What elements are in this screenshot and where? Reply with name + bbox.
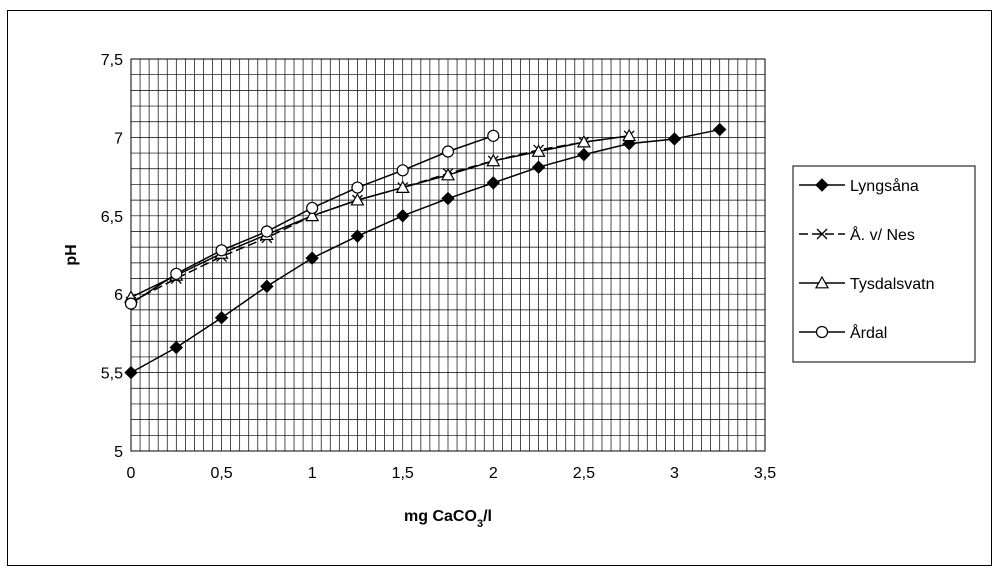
data-point xyxy=(622,128,637,142)
data-point xyxy=(441,191,455,206)
data-point xyxy=(350,192,365,206)
x-tick-label: 2,5 xyxy=(573,465,595,482)
legend-swatch-marker xyxy=(815,178,829,192)
legend-entry: Å. v/ Nes xyxy=(799,225,915,244)
data-point xyxy=(260,279,274,294)
x-tick-label: 3 xyxy=(670,465,679,482)
data-point xyxy=(124,365,138,380)
legend-entry: Tysdalsvatn xyxy=(799,275,934,293)
x-tick-label: 1,5 xyxy=(392,465,414,482)
data-point xyxy=(486,153,501,167)
series-group xyxy=(123,122,727,380)
y-tick-label: 5,5 xyxy=(101,366,123,383)
x-tick-label: 2 xyxy=(489,465,498,482)
series-line xyxy=(130,135,630,303)
x-tick-label: 3,5 xyxy=(754,465,776,482)
legend-swatch-marker xyxy=(816,228,828,240)
x-axis-title-subscript: 3 xyxy=(477,518,483,530)
data-point xyxy=(531,144,546,157)
data-point xyxy=(487,129,500,142)
ph-chart: 0 0,5 1 1,5 2 2,5 3 3,5 55,566,577,5 mg CaCO3/l… xyxy=(63,52,976,530)
data-point xyxy=(350,229,365,243)
y-tick-label: 7,5 xyxy=(101,52,123,69)
legend-label: Årdal xyxy=(850,323,887,342)
legend-entry: Årdal xyxy=(799,323,887,342)
series-line xyxy=(130,135,630,299)
data-point xyxy=(395,180,410,193)
legend-label: Lyngsåna xyxy=(850,177,919,195)
x-tick-label: 1 xyxy=(308,465,317,482)
data-point xyxy=(351,181,364,194)
x-tick-label: 0,5 xyxy=(210,465,232,482)
y-tick-label: 7 xyxy=(114,130,123,147)
data-point xyxy=(713,122,727,137)
data-point xyxy=(486,176,500,190)
data-point xyxy=(305,251,319,265)
y-tick-label: 6 xyxy=(114,287,123,304)
series-line xyxy=(130,128,720,374)
data-point xyxy=(124,297,138,310)
legend-swatch-marker xyxy=(815,325,829,339)
data-point xyxy=(169,340,183,355)
data-point xyxy=(260,225,273,238)
y-tick-label: 5 xyxy=(114,444,123,461)
gridlines xyxy=(130,58,766,452)
x-axis-title: mg CaCO3/l xyxy=(404,508,492,530)
legend-swatch-marker xyxy=(814,275,830,289)
data-point xyxy=(577,147,591,162)
series-1 xyxy=(125,130,635,308)
data-point xyxy=(215,244,228,257)
x-tick-label: 0 xyxy=(127,465,136,482)
legend-label: Tysdalsvatn xyxy=(850,276,934,293)
x-axis-title-suffix: /l xyxy=(483,508,492,525)
y-axis-title: pH xyxy=(63,244,80,265)
data-point xyxy=(396,209,410,223)
data-point xyxy=(576,134,591,148)
legend-label: Å. v/ Nes xyxy=(850,225,915,244)
x-axis-title-main: mg CaCO xyxy=(404,508,477,525)
data-point xyxy=(306,201,319,215)
data-point xyxy=(440,167,456,181)
data-point xyxy=(305,208,320,222)
chart-frame: 0 0,5 1 1,5 2 2,5 3 3,5 5 5,5 6 6,5 7 7,5 mg CaCO3/l… xyxy=(7,10,992,566)
legend: Lyngsåna Å. v/ Nes Tysdalsvatn Årdal xyxy=(792,165,976,363)
series-3 xyxy=(124,129,500,310)
data-point xyxy=(214,311,229,325)
data-point xyxy=(667,132,682,146)
data-point xyxy=(170,267,183,280)
data-point xyxy=(441,145,455,158)
data-point xyxy=(531,160,546,174)
y-tick-label: 6,5 xyxy=(101,209,123,226)
data-point xyxy=(396,164,409,177)
x-tick-labels: 0 0,5 1 1,5 2 2,5 3 3,5 xyxy=(127,465,777,482)
plot-area-border xyxy=(130,58,766,452)
legend-entry: Lyngsåna xyxy=(799,177,919,195)
y-tick-labels: 5 5,5 6 6,5 7 7,5 xyxy=(101,52,123,461)
series-0 xyxy=(124,122,727,380)
